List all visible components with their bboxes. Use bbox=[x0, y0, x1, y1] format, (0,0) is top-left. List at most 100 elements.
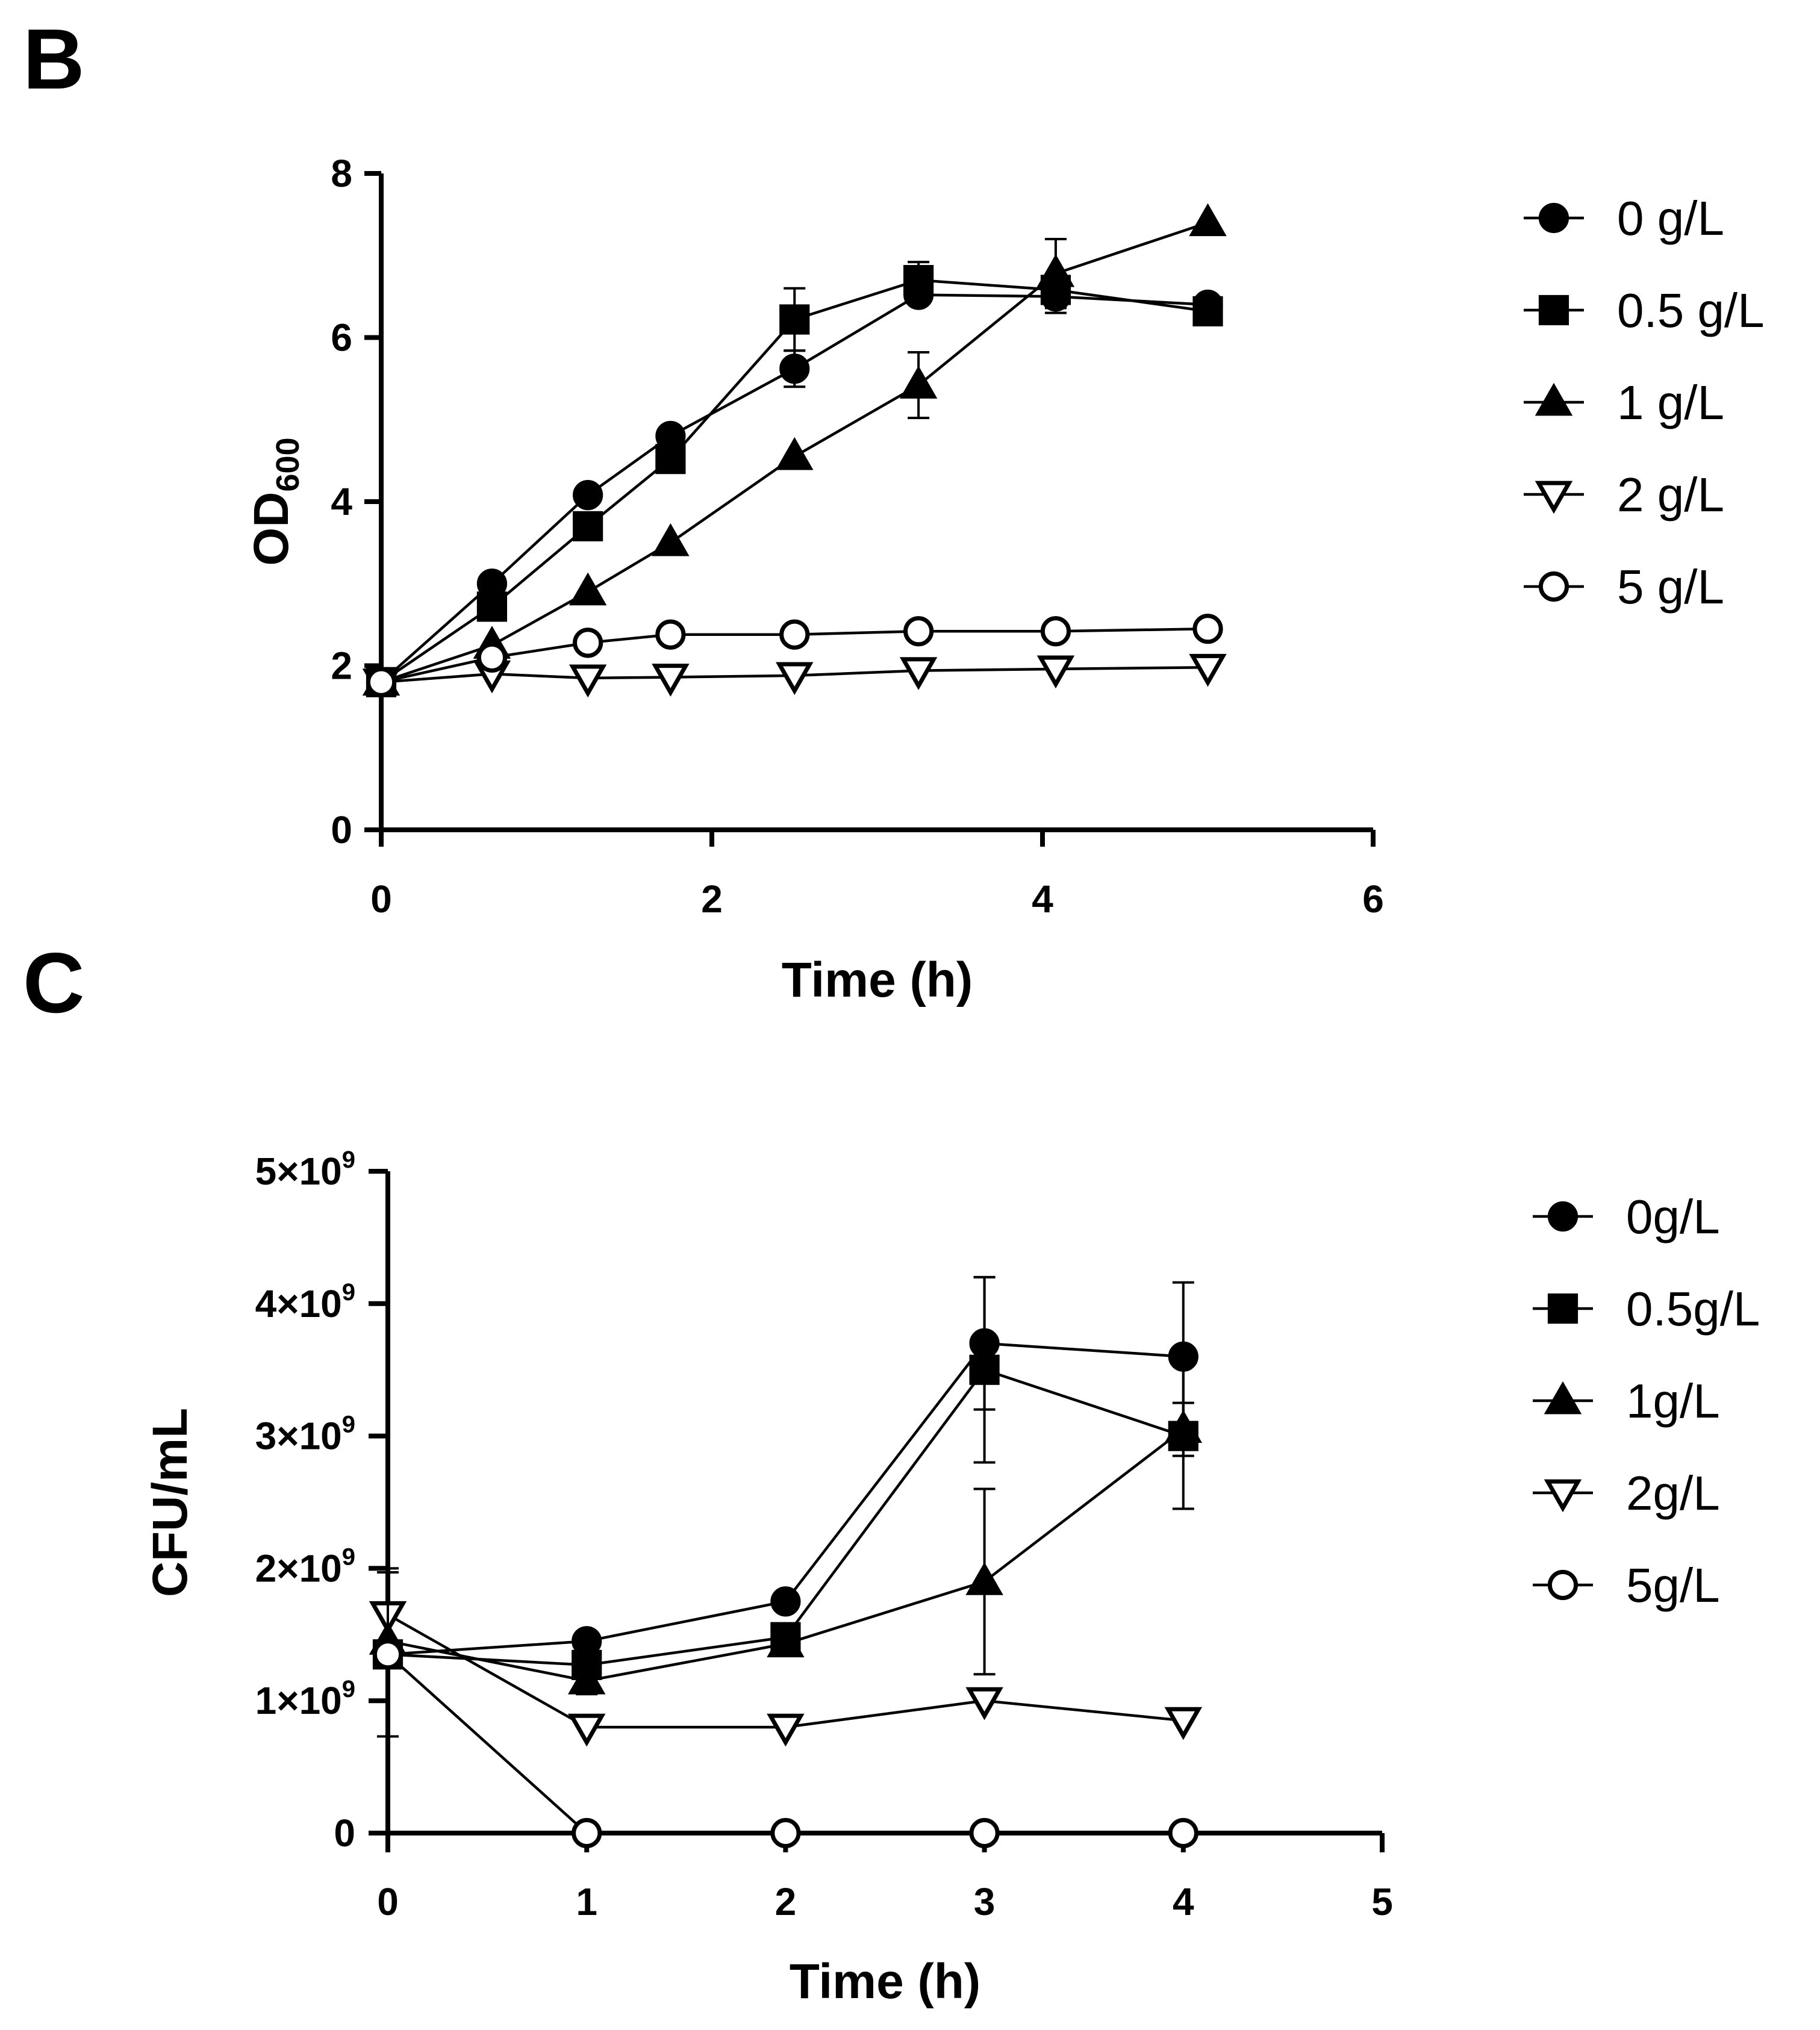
series-line bbox=[381, 665, 1208, 683]
panel-label-b: B bbox=[23, 11, 85, 107]
y-tick-label: 6 bbox=[331, 316, 352, 360]
y-tick-label: 0 bbox=[334, 1811, 355, 1855]
legend-entry: 0.5 g/L bbox=[1524, 284, 1765, 337]
y-tick-label: 2×109 bbox=[255, 1543, 355, 1590]
y-tick-label: 2 bbox=[331, 644, 352, 688]
x-tick-label: 0 bbox=[370, 877, 392, 921]
y-axis-title: OD600 bbox=[244, 437, 306, 565]
data-point bbox=[1036, 254, 1075, 287]
legend-marker bbox=[1547, 1293, 1578, 1324]
data-point bbox=[903, 265, 934, 296]
legend-entry: 5 g/L bbox=[1524, 560, 1724, 614]
y-tick-label: 1×109 bbox=[255, 1676, 355, 1722]
data-point bbox=[1036, 655, 1075, 689]
legend-entry: 0 g/L bbox=[1524, 191, 1724, 245]
y-axis-title: CFU/mL bbox=[143, 1408, 198, 1597]
data-point bbox=[372, 1639, 404, 1670]
data-point bbox=[770, 1817, 801, 1849]
data-point bbox=[567, 1713, 606, 1747]
data-point bbox=[899, 366, 938, 399]
data-point bbox=[779, 353, 810, 384]
data-point bbox=[965, 1687, 1003, 1720]
x-tick-label: 4 bbox=[1032, 877, 1053, 921]
data-point bbox=[770, 1586, 801, 1617]
data-point bbox=[899, 657, 938, 690]
series-1g-l bbox=[369, 1401, 1203, 1696]
data-point bbox=[1164, 1707, 1203, 1740]
x-axis-title: Time (h) bbox=[790, 1954, 980, 2009]
data-point bbox=[655, 444, 686, 475]
legend-label: 0g/L bbox=[1626, 1190, 1720, 1244]
data-point bbox=[573, 627, 603, 658]
chart-B: 0 2 4 6 8 0 2 4 6 Time (h) OD600 0 g/L 0.5 g/L 1 g/L 2… bbox=[244, 152, 1765, 1007]
data-point bbox=[476, 642, 508, 673]
legend-label: 5g/L bbox=[1626, 1558, 1720, 1612]
data-point bbox=[776, 437, 814, 470]
data-point bbox=[965, 1562, 1003, 1595]
data-point bbox=[969, 1354, 1000, 1385]
y-tick-label: 4×109 bbox=[255, 1279, 355, 1325]
series-5-g-l bbox=[366, 614, 1223, 697]
series-5g-l bbox=[372, 1571, 1198, 1849]
data-point bbox=[652, 664, 690, 697]
y-tick-label: 0 bbox=[331, 808, 352, 852]
legend-entry: 5g/L bbox=[1533, 1558, 1720, 1612]
legend-marker bbox=[1544, 1381, 1582, 1415]
legend-marker bbox=[1535, 481, 1573, 514]
data-point bbox=[567, 1661, 606, 1695]
legend-label: 5 g/L bbox=[1617, 560, 1724, 614]
legend-label: 0.5g/L bbox=[1626, 1282, 1760, 1336]
series-line bbox=[381, 221, 1209, 683]
x-tick-label: 2 bbox=[775, 1880, 797, 1923]
data-point bbox=[1192, 296, 1223, 326]
data-point bbox=[1164, 1410, 1203, 1443]
x-tick-label: 2 bbox=[701, 877, 723, 921]
data-point bbox=[1192, 614, 1223, 644]
series-0-5g-l bbox=[372, 1275, 1198, 1680]
y-tick-label: 4 bbox=[331, 480, 352, 523]
legend-label: 2g/L bbox=[1626, 1466, 1720, 1520]
legend-marker bbox=[1544, 1479, 1582, 1513]
x-axis-title: Time (h) bbox=[782, 953, 973, 1007]
legend-entry: 0g/L bbox=[1533, 1190, 1720, 1244]
data-point bbox=[767, 1713, 805, 1747]
x-tick-label: 0 bbox=[377, 1880, 399, 1923]
legend-marker bbox=[1538, 202, 1569, 234]
data-point bbox=[776, 662, 814, 696]
data-point bbox=[573, 511, 603, 541]
data-point bbox=[1189, 203, 1227, 237]
data-point bbox=[652, 523, 690, 556]
data-point bbox=[1168, 1817, 1198, 1849]
y-tick-label: 5×109 bbox=[255, 1147, 355, 1193]
data-point bbox=[569, 572, 607, 606]
y-tick-label: 3×109 bbox=[255, 1412, 355, 1458]
series-line bbox=[380, 278, 1208, 683]
data-point bbox=[572, 1817, 602, 1849]
legend-entry: 0.5g/L bbox=[1533, 1282, 1760, 1336]
data-point bbox=[767, 1624, 805, 1658]
data-point bbox=[1040, 616, 1071, 647]
x-tick-label: 4 bbox=[1173, 1880, 1194, 1923]
legend-label: 2 g/L bbox=[1617, 468, 1724, 522]
legend-label: 1 g/L bbox=[1617, 376, 1724, 429]
series-0g-l bbox=[372, 1275, 1198, 1670]
legend-entry: 2 g/L bbox=[1524, 468, 1724, 522]
data-point bbox=[969, 1817, 1000, 1849]
legend-entry: 1g/L bbox=[1533, 1374, 1720, 1428]
series-line bbox=[387, 1368, 1184, 1667]
legend-marker bbox=[1547, 1201, 1578, 1232]
x-tick-label: 6 bbox=[1362, 877, 1384, 921]
data-point bbox=[476, 591, 508, 622]
series-1-g-l bbox=[362, 203, 1227, 696]
data-point bbox=[903, 616, 934, 647]
series-2g-l bbox=[369, 1567, 1203, 1747]
chart-C: 0 1×109 2×109 3×109 4×109 5×109 0 1 2 3 4 5 Time (h)… bbox=[143, 1147, 1760, 2009]
data-point bbox=[1189, 653, 1227, 687]
series-line bbox=[380, 293, 1208, 683]
legend-marker bbox=[1535, 382, 1573, 416]
data-point bbox=[573, 480, 603, 511]
x-tick-label: 5 bbox=[1371, 1880, 1393, 1923]
panel-label-c: C bbox=[23, 935, 85, 1031]
data-point bbox=[569, 664, 607, 698]
